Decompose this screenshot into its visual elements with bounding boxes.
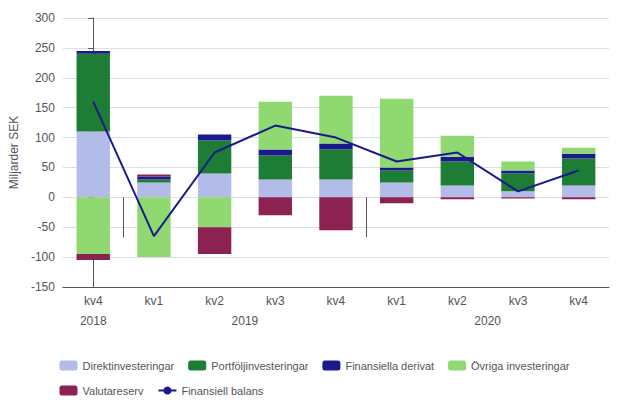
svg-text:kv1: kv1: [145, 294, 164, 308]
svg-text:Övriga investeringar: Övriga investeringar: [471, 360, 570, 372]
svg-text:kv3: kv3: [509, 294, 528, 308]
svg-text:Miljarder SEK: Miljarder SEK: [7, 116, 21, 189]
svg-text:kv4: kv4: [569, 294, 588, 308]
svg-text:Valutareserv: Valutareserv: [83, 385, 144, 397]
svg-text:-100: -100: [31, 250, 55, 264]
svg-text:250: 250: [35, 41, 55, 55]
svg-text:0: 0: [48, 190, 55, 204]
svg-text:kv1: kv1: [387, 294, 406, 308]
svg-text:100: 100: [35, 131, 55, 145]
svg-text:Finansiella derivat: Finansiella derivat: [345, 360, 434, 372]
svg-text:kv3: kv3: [266, 294, 285, 308]
svg-text:kv2: kv2: [205, 294, 224, 308]
svg-text:150: 150: [35, 101, 55, 115]
svg-text:50: 50: [42, 160, 56, 174]
svg-text:2020: 2020: [474, 314, 501, 328]
svg-text:Portföljinvesteringar: Portföljinvesteringar: [211, 360, 309, 372]
svg-text:kv4: kv4: [327, 294, 346, 308]
svg-text:Finansiell balans: Finansiell balans: [181, 385, 263, 397]
svg-text:200: 200: [35, 71, 55, 85]
svg-text:kv4: kv4: [84, 294, 103, 308]
svg-text:Direktinvesteringar: Direktinvesteringar: [83, 360, 175, 372]
svg-text:kv2: kv2: [448, 294, 467, 308]
svg-text:2019: 2019: [232, 314, 259, 328]
svg-text:2018: 2018: [80, 314, 107, 328]
svg-text:-150: -150: [31, 280, 55, 294]
svg-text:-50: -50: [38, 220, 56, 234]
svg-text:300: 300: [35, 11, 55, 25]
